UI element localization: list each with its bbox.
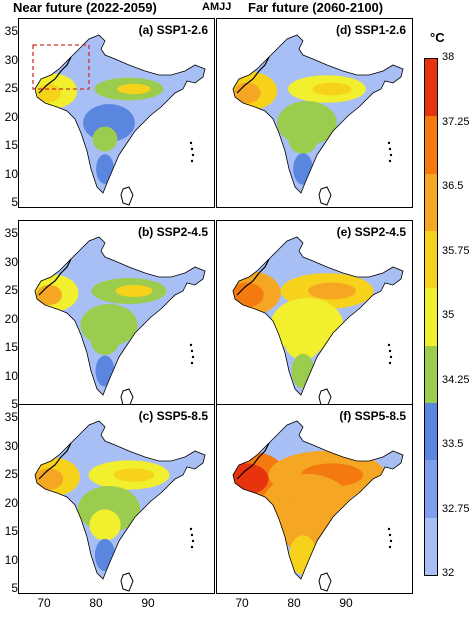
y-tick-label: 25 <box>4 81 18 95</box>
map-svg-f <box>232 420 404 592</box>
colorbar-segment <box>425 517 437 576</box>
y-tick-label: 35 <box>4 24 18 38</box>
colorbar-tick-label: 32 <box>442 567 455 579</box>
colorbar-tick-label: 35.75 <box>442 244 470 257</box>
y-tick-label: 15 <box>4 138 18 152</box>
colorbar-tick-label: 32.75 <box>442 502 470 515</box>
map-panel-a: (a) SSP1-2.6 <box>18 18 215 208</box>
colorbar-segment <box>425 403 437 461</box>
map-svg-b <box>34 236 206 408</box>
colorbar-tick-label: 34.25 <box>442 373 470 386</box>
y-tick-label: 20 <box>4 109 18 124</box>
panel-label-a: (a) SSP1-2.6 <box>138 23 208 37</box>
x-tick-label: 70 <box>235 596 249 610</box>
y-tick-label: 30 <box>4 438 18 453</box>
colorbar <box>424 58 438 576</box>
map-svg-c <box>34 420 206 592</box>
colorbar-tick-label: 38 <box>442 51 455 63</box>
map-panel-b: (b) SSP2-4.5 <box>18 220 215 410</box>
colorbar-segment <box>425 116 437 175</box>
y-tick-label: 10 <box>4 552 18 567</box>
colorbar-segment <box>425 231 437 289</box>
map-svg-d <box>232 34 404 206</box>
x-tick-label: 90 <box>339 596 353 610</box>
colorbar-tick-label: 37.25 <box>442 115 470 128</box>
y-tick-label: 20 <box>4 495 18 510</box>
colorbar-tick-label: 33.5 <box>442 438 464 450</box>
colorbar-unit: °C <box>430 30 445 45</box>
panel-label-b: (b) SSP2-4.5 <box>137 225 208 239</box>
colorbar-segment <box>425 460 437 519</box>
x-tick-label: 80 <box>287 596 301 610</box>
map-panel-c: (c) SSP5-8.5 <box>18 404 215 594</box>
colorbar-tick-label: 35 <box>442 309 455 321</box>
header-season: AMJJ <box>202 1 232 13</box>
panel-label-d: (d) SSP1-2.6 <box>335 23 406 37</box>
y-tick-label: 10 <box>4 368 18 383</box>
x-tick-label: 70 <box>37 596 51 610</box>
y-tick-label: 25 <box>4 283 18 297</box>
panel-label-e: (e) SSP2-4.5 <box>336 225 406 239</box>
colorbar-segment <box>425 59 437 117</box>
x-tick-label: 90 <box>141 596 155 610</box>
colorbar-segment <box>425 345 437 404</box>
y-tick-label: 15 <box>4 524 18 538</box>
x-tick-label: 80 <box>89 596 103 610</box>
map-panel-d: (d) SSP1-2.6 <box>216 18 413 208</box>
panel-label-f: (f) SSP5-8.5 <box>339 409 406 423</box>
y-tick-label: 15 <box>4 340 18 354</box>
header-near-future: Near future (2022-2059) <box>13 0 157 15</box>
colorbar-tick-label: 36.5 <box>442 180 464 192</box>
panel-label-c: (c) SSP5-8.5 <box>138 409 208 423</box>
highlight-box <box>32 44 90 90</box>
header-far-future: Far future (2060-2100) <box>248 0 384 15</box>
map-panel-e: (e) SSP2-4.5 <box>216 220 413 410</box>
colorbar-segment <box>425 173 437 232</box>
map-panel-f: (f) SSP5-8.5 <box>216 404 413 594</box>
y-tick-label: 10 <box>4 166 18 181</box>
y-tick-label: 25 <box>4 467 18 481</box>
y-tick-label: 35 <box>4 410 18 424</box>
y-tick-label: 35 <box>4 226 18 240</box>
map-svg-e <box>232 236 404 408</box>
colorbar-segment <box>425 288 437 347</box>
y-tick-label: 30 <box>4 254 18 269</box>
y-tick-label: 5 <box>11 581 18 595</box>
y-tick-label: 5 <box>11 397 18 411</box>
y-tick-label: 20 <box>4 311 18 326</box>
y-tick-label: 30 <box>4 52 18 67</box>
map-svg-a <box>32 34 206 206</box>
y-tick-label: 5 <box>11 195 18 209</box>
